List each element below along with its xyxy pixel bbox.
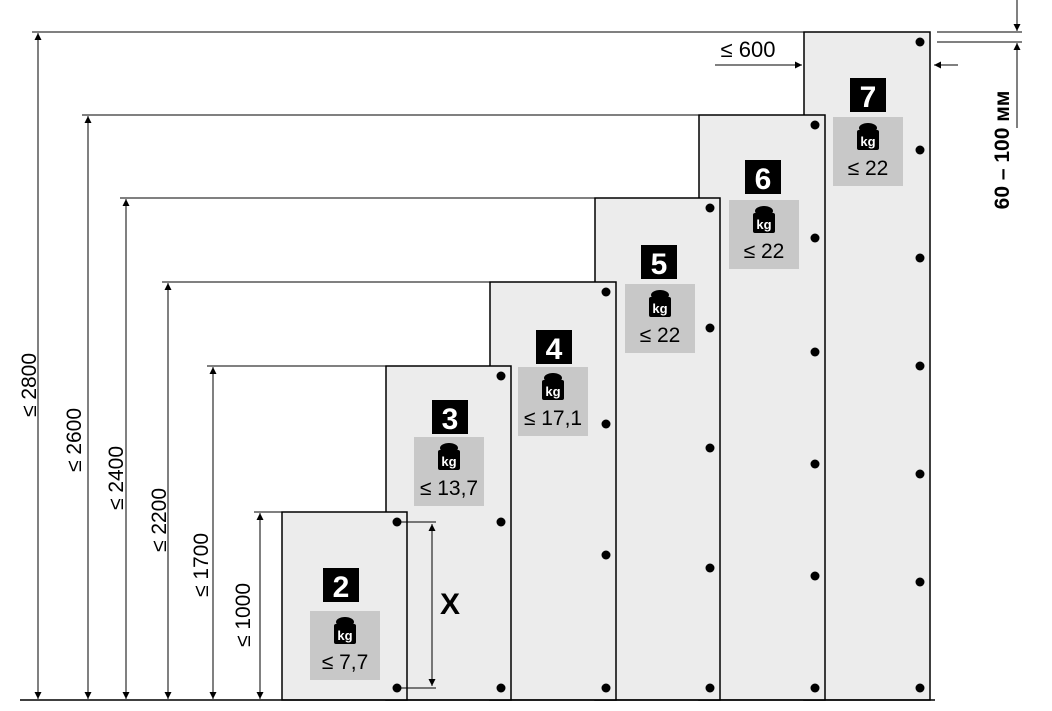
hinge-dot [915,145,925,155]
height-label: ≤ 1700 [190,533,213,597]
kg-weight-icon: kg [542,373,564,400]
hinge-dot [915,253,925,263]
kg-weight-icon: kg [857,123,879,150]
panel-number-box [432,400,468,434]
height-label: ≤ 2800 [18,353,41,417]
weight-icon-text: kg [337,628,352,643]
height-dimension-7: ≤ 2800 [18,31,804,699]
weight-limit: ≤ 13,7 [420,477,478,500]
weight-limit: ≤ 22 [744,240,785,263]
height-dimension-2: ≤ 1000 [232,511,282,699]
weight-icon-text: kg [545,384,560,399]
panel-number: 5 [651,248,668,281]
panel-number: 7 [860,81,877,114]
spacing-label: X [440,588,460,621]
panel-number-box [323,568,359,602]
hinge-dot [601,550,611,560]
kg-weight-icon: kg [438,443,460,470]
panel-2: 2 kg ≤ 7,7 [281,511,408,701]
hinge-dot [601,419,611,429]
height-dimension-5: ≤ 2400 [105,197,595,699]
weight-limit: ≤ 22 [848,157,889,180]
panel-number: 2 [333,571,350,604]
height-label: ≤ 1000 [232,583,255,647]
height-dimension-6: ≤ 2600 [63,114,699,699]
hinge-dot [705,443,715,453]
hinge-dot [915,577,925,587]
weight-limit: ≤ 17,1 [524,407,582,430]
hinge-dot [392,683,402,693]
panel-number-box [850,78,886,112]
gap-dimension: 60 – 100 мм [937,0,1022,209]
panel-number: 3 [442,403,459,436]
weight-icon-text: kg [652,301,667,316]
height-dimension-3: ≤ 1700 [190,365,386,699]
hinge-dot [810,571,820,581]
hinge-dot [705,563,715,573]
hinge-dot [705,323,715,333]
panels: 7 kg ≤ 22 6 kg ≤ 22 5 kg ≤ 22 4 kg ≤ 17,1 3 kg ≤ 13,7 2… [281,31,931,701]
weight-icon-text: kg [756,217,771,232]
hinge-dot [810,459,820,469]
height-label: ≤ 2200 [148,488,171,552]
weight-icon-text: kg [860,134,875,149]
hinge-dot [810,347,820,357]
hinge-dot [915,683,925,693]
panel-number-box [536,330,572,364]
weight-limit: ≤ 22 [640,324,681,347]
kg-weight-icon: kg [334,617,356,644]
width-label: ≤ 600 [721,37,776,62]
kg-weight-icon: kg [649,290,671,317]
kg-weight-icon: kg [753,206,775,233]
weight-limit: ≤ 7,7 [322,651,369,674]
gap-label: 60 – 100 мм [991,91,1014,210]
hinge-dot [705,683,715,693]
panel-number: 6 [755,163,772,196]
height-dimension-4: ≤ 2200 [148,281,490,699]
hinge-dot [810,233,820,243]
panel-number-box [641,245,677,279]
hinge-dot [601,287,611,297]
hinge-dot [601,683,611,693]
panel-number-box [745,160,781,194]
hinge-dot [810,683,820,693]
hinge-dot [915,361,925,371]
hinge-dot [392,517,402,527]
height-dimensions: ≤ 1000 ≤ 1700 ≤ 2200 ≤ 2400 ≤ 2600 ≤ 2800 [18,31,804,699]
height-label: ≤ 2600 [63,408,86,472]
hinge-dot [496,517,506,527]
hinge-dot [705,203,715,213]
hinge-dot [810,120,820,130]
panel-number: 4 [546,333,563,366]
hinge-dot [496,371,506,381]
hinge-dot [915,37,925,47]
hinge-spacing-dimension: X [400,521,460,689]
weight-icon-text: kg [441,454,456,469]
height-label: ≤ 2400 [105,446,128,510]
hinge-dot [915,469,925,479]
width-dimension: ≤ 600 [715,37,958,69]
hinge-dot [496,683,506,693]
